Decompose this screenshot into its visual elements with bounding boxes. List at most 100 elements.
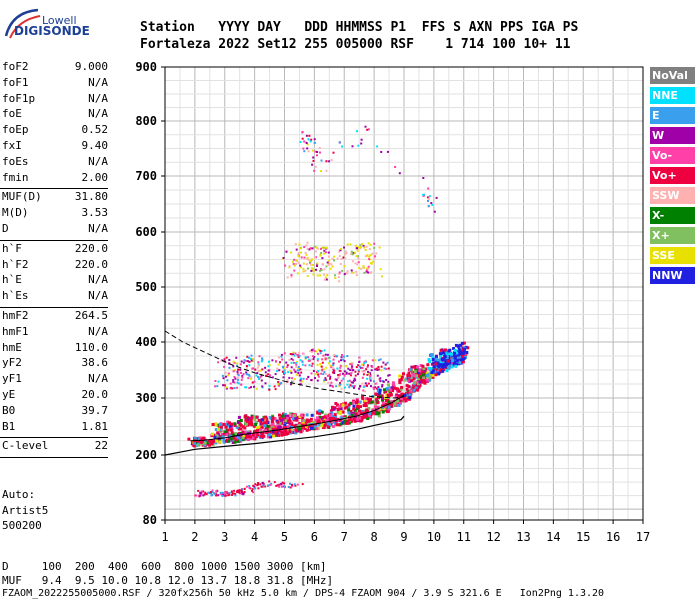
echo-point-upper: [323, 268, 326, 271]
echo-point-x-trace: [260, 426, 264, 430]
echo-point-o-trace: [408, 393, 412, 397]
x-tick-label: 9: [400, 530, 407, 544]
echo-point-upper: [364, 249, 367, 251]
echo-point-midlevel: [376, 369, 379, 371]
echo-point-o-trace: [312, 423, 316, 427]
echo-point-x-trace: [359, 405, 362, 409]
param-value: N/A: [88, 75, 108, 89]
echo-point-x-trace: [336, 403, 340, 407]
param-value: N/A: [88, 273, 108, 287]
echo-point-upper: [338, 273, 341, 275]
echo-point-midlevel: [332, 364, 335, 367]
echo-point-midlevel: [222, 384, 225, 387]
echo-point-midlevel: [294, 370, 297, 373]
echo-point-x-trace: [338, 411, 342, 415]
echo-point-cusp: [437, 371, 441, 375]
echo-point-cusp: [434, 362, 438, 366]
echo-point-cusp: [447, 349, 451, 353]
echo-point-midlevel: [364, 390, 367, 393]
echo-point-midlevel: [310, 372, 313, 375]
echo-point-midlevel: [361, 376, 364, 379]
echo-point-midlevel: [357, 364, 360, 367]
echo-point-upper: [367, 271, 370, 274]
echo-point-midlevel: [343, 386, 346, 389]
echo-point-low: [281, 481, 284, 484]
echo-point-midlevel: [298, 351, 301, 354]
echo-point-o-trace: [293, 424, 297, 428]
echo-point-cusp: [447, 367, 451, 370]
echo-point-midlevel: [250, 386, 252, 389]
param-label: MUF(D): [2, 190, 42, 204]
echo-point-x-trace: [237, 427, 241, 431]
echo-point-midlevel: [374, 368, 377, 371]
echo-point-o-trace: [272, 434, 276, 438]
echo-point-midlevel: [261, 368, 264, 371]
echo-point-midlevel: [334, 354, 337, 357]
echo-point-o-trace: [396, 399, 400, 403]
header-labels: Station YYYY DAY DDD HHMMSS P1 FFS S AXN…: [140, 20, 579, 35]
echo-point-o-trace: [301, 423, 305, 427]
echo-point-x-trace: [244, 418, 248, 422]
echo-point-x-trace: [414, 372, 418, 376]
echo-point-midlevel: [315, 350, 318, 353]
echo-point-midlevel: [292, 380, 295, 383]
echo-point-low: [283, 482, 286, 485]
echo-point-low: [270, 482, 273, 485]
echo-point-x-trace: [219, 425, 223, 429]
echo-point-cusp: [434, 360, 438, 364]
echo-point-cusp: [441, 369, 445, 373]
echo-point-upper: [312, 264, 314, 266]
echo-point-upper: [372, 260, 375, 263]
echo-point-x-trace: [417, 376, 421, 380]
echo-point-o-trace: [428, 372, 432, 376]
echo-point-midlevel: [329, 375, 332, 378]
echo-point-low: [203, 493, 206, 496]
echo-point-o-trace: [358, 412, 362, 415]
echo-point-high: [305, 142, 308, 144]
echo-point-cusp: [450, 365, 454, 369]
echo-point-midlevel: [252, 367, 255, 370]
echo-point-high: [422, 177, 425, 179]
echo-point-upper: [366, 254, 369, 257]
echo-point-midlevel: [286, 379, 289, 382]
echo-point-upper: [363, 246, 366, 249]
echo-point-upper: [373, 242, 376, 245]
echo-point-cusp: [445, 356, 449, 360]
echo-point-low: [204, 491, 207, 494]
param-value: N/A: [88, 154, 108, 168]
echo-point-upper: [302, 270, 305, 273]
echo-point-midlevel: [271, 376, 274, 379]
echo-point-low: [278, 483, 281, 486]
echo-point-midlevel: [228, 366, 231, 369]
echo-point-midlevel: [277, 363, 280, 366]
echo-point-midlevel: [268, 388, 271, 391]
echo-point-o-trace: [274, 433, 278, 437]
echo-point-midlevel: [374, 359, 377, 362]
echo-point-x-trace: [381, 401, 385, 405]
echo-point-low: [231, 494, 234, 496]
echo-point-upper: [338, 250, 341, 253]
echo-point-x-trace: [249, 419, 253, 423]
echo-point-low: [211, 494, 213, 496]
echo-point-x-trace: [216, 427, 220, 431]
echo-point-o-trace: [406, 389, 410, 393]
echo-point-midlevel: [338, 374, 341, 377]
echo-point-cusp: [445, 354, 449, 358]
echo-point-upper: [370, 271, 373, 274]
echo-point-x-trace: [268, 416, 272, 420]
echo-point-midlevel: [232, 379, 235, 382]
echo-point-low: [248, 485, 251, 487]
echo-point-cusp: [440, 366, 444, 369]
echo-point-midlevel: [290, 357, 293, 360]
echo-point-midlevel: [313, 356, 316, 358]
echo-point-o-trace: [407, 385, 411, 388]
x-tick-label: 17: [636, 530, 650, 544]
echo-point-midlevel: [293, 368, 296, 371]
echo-point-x-trace: [282, 417, 285, 421]
echo-point-cusp: [431, 355, 435, 359]
echo-point-midlevel: [361, 363, 363, 366]
echo-point-upper: [306, 256, 309, 259]
echo-point-o-trace: [416, 382, 420, 386]
echo-points: [187, 125, 470, 498]
echo-point-x-trace: [278, 421, 282, 425]
